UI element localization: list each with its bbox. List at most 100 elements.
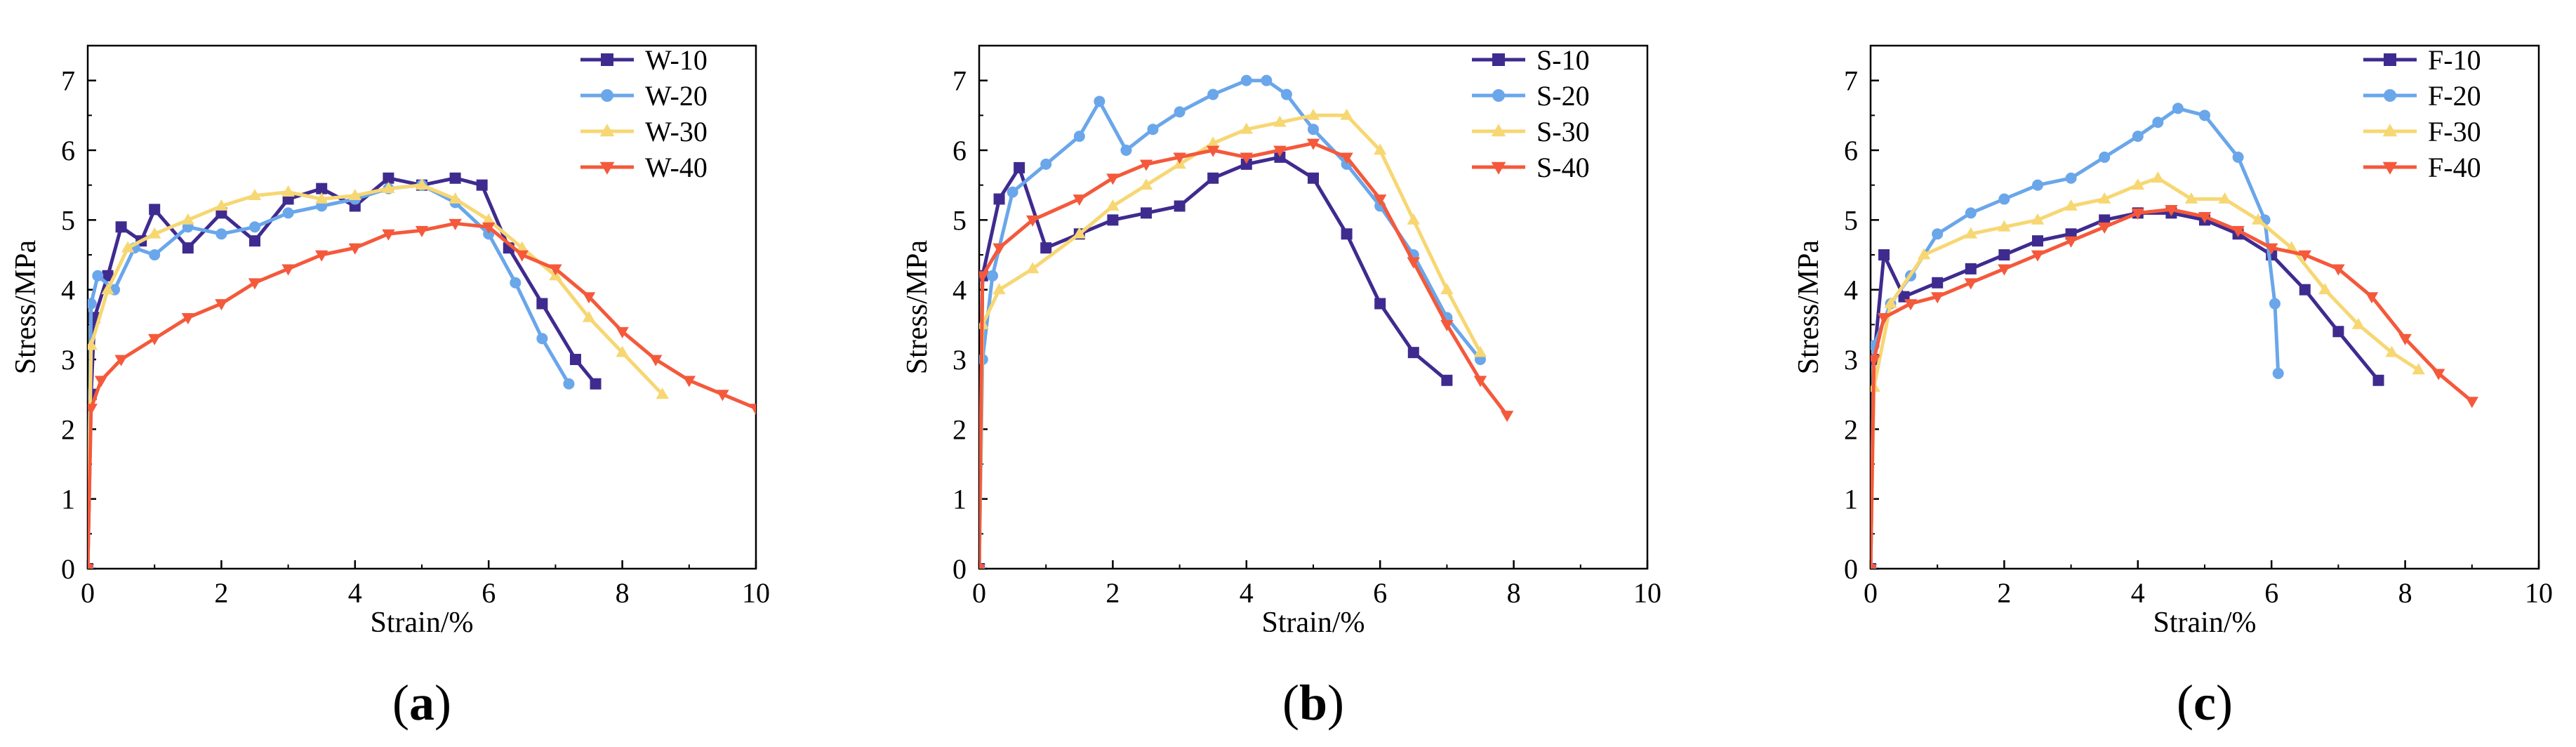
data-point-S-10 [1341,228,1353,240]
legend-marker-F-20 [2384,89,2396,102]
legend-marker-S-20 [1492,89,1505,102]
data-point-S-10 [1308,172,1319,184]
legend: S-10 S-20 S-30 S-40 [1472,44,1590,183]
y-tick-label: 2 [952,414,967,445]
data-point-S-40 [1207,145,1220,157]
series-F-40 [1871,205,2478,569]
data-point-W-20 [88,298,97,310]
data-point-W-30 [181,213,194,225]
data-point-W-20 [215,228,227,240]
panel-caption: (b) [1282,675,1344,731]
legend-label-S-30: S-30 [1536,116,1590,147]
data-point-F-10 [1998,249,2010,260]
y-tick-label: 3 [952,344,967,376]
data-point-W-40 [449,218,462,230]
data-point-W-30 [482,213,496,225]
y-tick-label: 3 [61,344,75,376]
legend-marker-S-10 [1492,53,1505,66]
caption-letter: b [1299,675,1327,731]
data-point-S-40 [979,564,986,569]
data-point-F-20 [1932,228,1944,240]
data-point-W-10 [102,270,114,282]
data-point-F-20 [2269,298,2280,310]
x-tick-label: 8 [1507,577,1521,609]
data-point-S-40 [1473,376,1487,388]
data-point-S-30 [1139,178,1153,190]
data-point-S-40 [1340,152,1353,164]
caption-open-paren: ( [392,675,409,731]
data-point-F-40 [1904,299,1918,311]
x-tick-label: 6 [2264,577,2278,609]
data-point-F-30 [2218,192,2231,204]
data-point-F-10 [2332,326,2344,338]
data-point-S-30 [1473,345,1487,357]
data-point-W-10 [536,298,548,310]
data-point-W-40 [215,299,228,311]
legend-marker-S-40 [1491,161,1506,175]
x-tick-label: 0 [81,577,95,609]
data-point-S-10 [1441,374,1453,386]
y-axis-title: Stress/MPa [901,239,934,374]
data-point-S-40 [1073,194,1086,206]
data-point-F-40 [2131,209,2144,220]
data-point-W-40 [181,313,194,324]
data-point-W-40 [88,564,95,569]
data-point-W-40 [582,292,596,304]
x-tick-label: 10 [2525,577,2553,609]
data-point-W-10 [182,242,194,254]
data-point-S-20 [1261,74,1273,86]
data-point-S-40 [1025,215,1040,227]
data-point-F-10 [2299,284,2311,296]
x-tick-label: 4 [1240,577,1254,609]
data-point-S-40 [1240,152,1253,164]
data-point-F-10 [1878,249,1890,260]
legend: F-10 F-20 F-30 F-40 [2363,44,2481,183]
data-point-F-30 [2064,199,2078,211]
data-point-F-10 [1932,277,1944,289]
data-point-W-40 [281,264,295,276]
data-point-F-40 [2165,205,2178,217]
data-point-S-40 [1374,194,1387,206]
data-point-W-20 [563,378,575,390]
legend-marker-F-40 [2382,161,2398,175]
y-tick-label: 1 [1844,484,1858,515]
data-point-F-30 [2385,345,2398,357]
data-point-W-30 [88,338,98,350]
data-point-S-30 [1306,108,1320,120]
data-point-S-20 [987,270,999,282]
data-point-F-30 [1998,220,2011,232]
data-point-F-40 [2064,236,2078,248]
series-S-40 [979,138,1514,569]
data-point-F-40 [2265,243,2278,255]
data-point-W-30 [248,188,262,200]
data-point-W-30 [582,310,596,322]
data-point-W-40 [415,225,429,237]
x-axis-title: Strain/% [1262,607,1365,639]
data-point-W-10 [383,172,394,184]
data-point-W-30 [148,227,161,239]
data-point-S-20 [1094,95,1106,107]
data-point-W-20 [282,207,294,219]
data-point-S-30 [1073,227,1086,239]
data-point-F-40 [1877,313,1891,324]
data-point-S-10 [1240,158,1252,170]
series-line-W-30 [88,183,665,569]
x-tick-label: 10 [742,577,770,609]
data-point-F-30 [1884,296,1897,308]
legend-label-W-30: W-30 [645,116,708,147]
x-tick-label: 4 [2131,577,2145,609]
series-W-40 [88,218,756,569]
data-point-F-40 [1964,278,1977,290]
y-tick-label: 6 [1844,135,1858,166]
data-point-S-10 [1207,172,1219,184]
y-tick-label: 5 [952,204,967,236]
data-point-W-20 [92,270,104,282]
data-point-S-10 [1040,242,1052,254]
data-point-F-40 [2432,369,2445,381]
legend-label-F-40: F-40 [2428,152,2481,183]
legend-label-F-10: F-10 [2428,44,2481,76]
data-point-S-20 [1147,124,1159,135]
x-tick-label: 8 [2398,577,2412,609]
data-point-F-10 [2032,235,2043,247]
data-point-S-20 [1207,88,1219,100]
